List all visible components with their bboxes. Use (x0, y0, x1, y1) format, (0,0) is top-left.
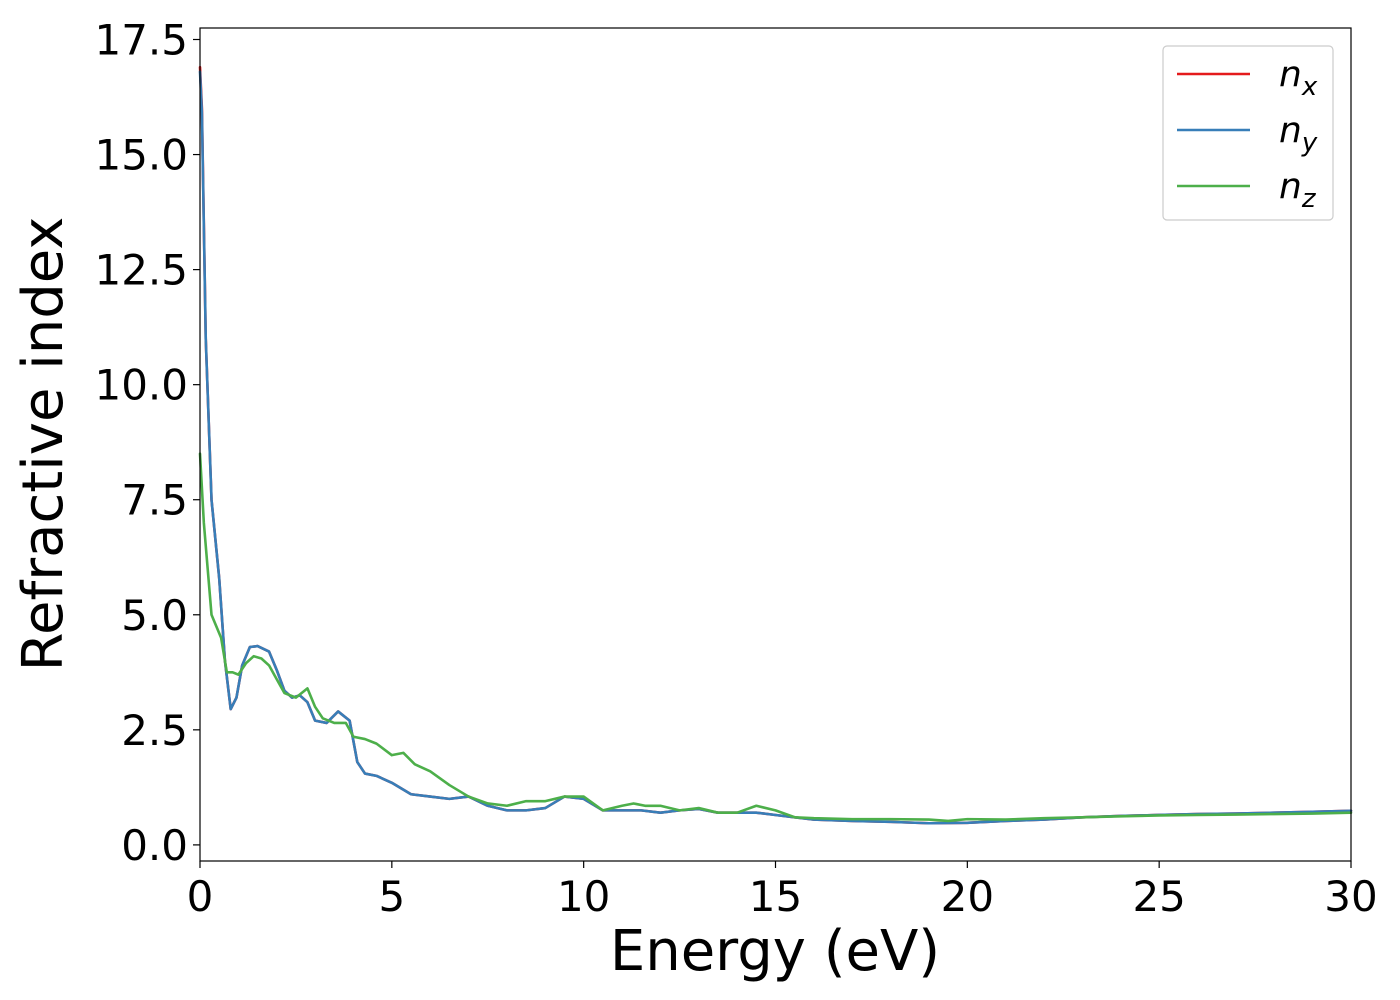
x-tick-label: 25 (1132, 872, 1185, 921)
legend-label-base: n (1279, 54, 1302, 95)
y-tick-label: 7.5 (121, 476, 188, 525)
plot-lines (198, 65, 1353, 825)
x-tick-label: 15 (749, 872, 802, 921)
x-tick-label: 0 (187, 872, 214, 921)
y-tick-label: 12.5 (94, 246, 188, 295)
legend-label-subscript: z (1301, 184, 1317, 214)
series-line-n_y (198, 70, 1353, 825)
y-axis-ticks: 0.0 2.5 5.0 7.5 10.0 12.5 15.0 17.5 (94, 16, 200, 870)
legend-label-n_x: nx (1279, 54, 1318, 102)
y-axis-label: Refractive index (11, 217, 76, 672)
series-line-n_z (198, 452, 1353, 823)
y-tick-label: 17.5 (94, 16, 188, 65)
legend-label-n_z: nz (1279, 166, 1317, 214)
y-tick-label: 10.0 (94, 361, 188, 410)
x-tick-label: 5 (378, 872, 405, 921)
legend-label-subscript: x (1301, 72, 1318, 102)
legend-label-base: n (1279, 110, 1302, 151)
legend-label-subscript: y (1301, 128, 1318, 158)
x-tick-label: 20 (941, 872, 994, 921)
x-axis-ticks: 0 5 10 15 20 25 30 (187, 861, 1378, 921)
legend-label-base: n (1279, 166, 1302, 207)
y-tick-label: 2.5 (121, 706, 188, 755)
x-tick-label: 10 (557, 872, 610, 921)
x-axis-label: Energy (eV) (610, 919, 940, 984)
y-tick-label: 5.0 (121, 591, 188, 640)
y-tick-label: 15.0 (94, 131, 188, 180)
x-tick-label: 30 (1324, 872, 1377, 921)
y-tick-label: 0.0 (121, 821, 188, 870)
legend-label-n_y: ny (1279, 110, 1318, 158)
legend-frame (1162, 45, 1334, 221)
